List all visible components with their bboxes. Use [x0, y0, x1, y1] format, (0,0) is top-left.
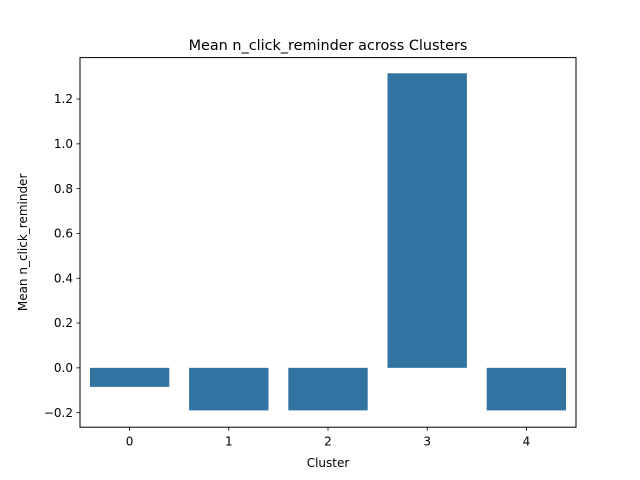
plot-area-frame [79, 57, 577, 428]
y-tick-label: 0.0 [54, 361, 73, 375]
y-tick-label: 0.4 [54, 271, 73, 285]
chart-title: Mean n_click_reminder across Clusters [189, 38, 468, 54]
x-tick-label: 3 [423, 435, 431, 449]
y-axis-label: Mean n_click_reminder [16, 174, 30, 312]
x-ticks-group: 0 1 2 3 4 [126, 427, 530, 449]
x-axis-label: Cluster [307, 456, 350, 470]
bar-cluster-2 [288, 367, 368, 411]
y-tick-label: 1.0 [54, 137, 73, 151]
bar-cluster-4 [486, 367, 567, 411]
x-tick-label: 0 [126, 435, 134, 449]
x-tick-label: 4 [523, 435, 531, 449]
y-tick-label: −0.2 [44, 406, 73, 420]
y-ticks-group: −0.2 0.0 0.2 0.4 0.6 0.8 1.0 1.2 [44, 92, 80, 420]
y-tick-label: 1.2 [54, 92, 73, 106]
bars-group [89, 73, 567, 411]
bar-cluster-0 [89, 367, 170, 387]
bar-cluster-1 [189, 367, 269, 411]
y-tick-label: 0.2 [54, 316, 73, 330]
y-tick-label: 0.8 [54, 182, 73, 196]
y-tick-label: 0.6 [54, 227, 73, 241]
x-tick-label: 2 [324, 435, 332, 449]
bar-cluster-3 [387, 73, 467, 368]
x-tick-label: 1 [225, 435, 233, 449]
